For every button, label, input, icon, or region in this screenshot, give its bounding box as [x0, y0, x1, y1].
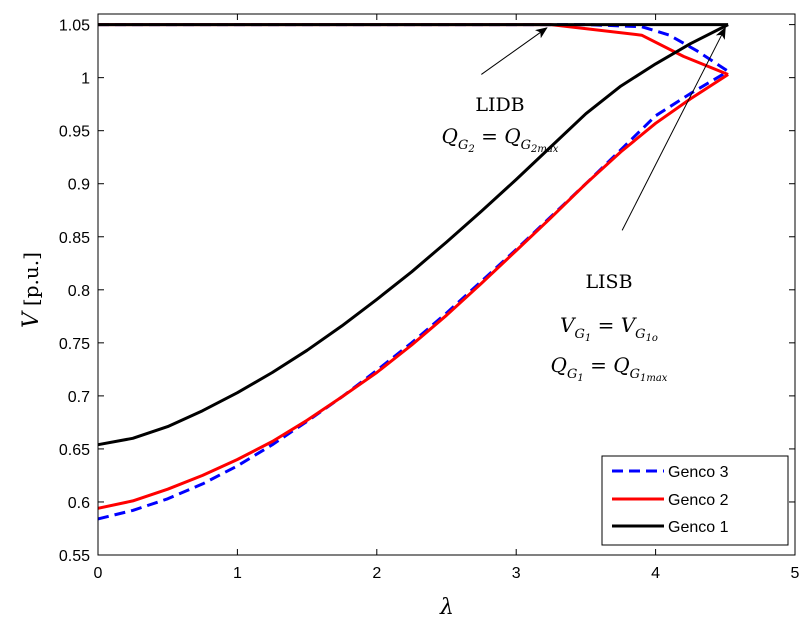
svg-text:V[p.u.]: V [p.u.] — [19, 252, 44, 328]
y-tick-label: 0.65 — [59, 442, 90, 459]
lisb-arrow — [621, 26, 726, 231]
annotation-arrows — [481, 26, 726, 231]
y-tick-label: 0.6 — [68, 495, 90, 512]
y-tick-label: 0.85 — [59, 230, 90, 247]
lisb-title: LISB — [585, 271, 632, 293]
x-tick-label: 0 — [94, 565, 103, 582]
x-tick-label: 2 — [372, 565, 381, 582]
plot-frame — [97, 13, 796, 556]
series-genco-3-lower — [97, 70, 729, 521]
series-genco-1-lower — [97, 23, 729, 447]
lisb-equation-1: VG1 = VG1o — [560, 313, 658, 344]
y-axis-label: V — [19, 310, 44, 328]
x-tick-label: 3 — [512, 565, 521, 582]
y-tick-label: 1 — [81, 71, 90, 88]
series-genco-3-upper — [98, 23, 729, 73]
lisb-equation-2: QG1 = QG1max — [551, 353, 668, 384]
y-tick-label: 0.75 — [59, 336, 90, 353]
legend-label-genco2: Genco 2 — [668, 492, 729, 509]
y-tick-label: 0.9 — [68, 177, 90, 194]
y-tick-label: 0.55 — [59, 548, 90, 565]
series-genco-2-upper — [98, 23, 729, 76]
ticks-layer: 0 1 2 3 4 5 0.55 0.6 0.65 0.7 0.75 0.8 0.85 0.9 0.95 1 1… — [59, 14, 800, 582]
lidb-arrow — [481, 27, 548, 75]
y-tick-label: 0.8 — [68, 283, 90, 300]
x-axis-label: λ — [439, 595, 454, 620]
y-axis-label-group: V [p.u.] — [19, 252, 44, 328]
legend-label-genco1: Genco 1 — [668, 519, 729, 536]
y-axis-unit: [p.u.] — [19, 252, 43, 306]
y-tick-label: 0.7 — [68, 389, 90, 406]
series-genco-2-lower — [97, 73, 729, 510]
legend-label-genco3: Genco 3 — [668, 464, 729, 481]
y-tick-label: 1.05 — [59, 18, 90, 35]
lidb-equation: QG2 = QG2max — [442, 124, 559, 155]
x-tick-label: 1 — [233, 565, 242, 582]
series-layer — [97, 23, 729, 521]
legend: Genco 3 Genco 2 Genco 1 — [601, 455, 789, 546]
y-tick-label: 0.95 — [59, 124, 90, 141]
lidb-title: LIDB — [475, 94, 524, 116]
x-tick-label: 4 — [651, 565, 660, 582]
x-tick-label: 5 — [791, 565, 800, 582]
